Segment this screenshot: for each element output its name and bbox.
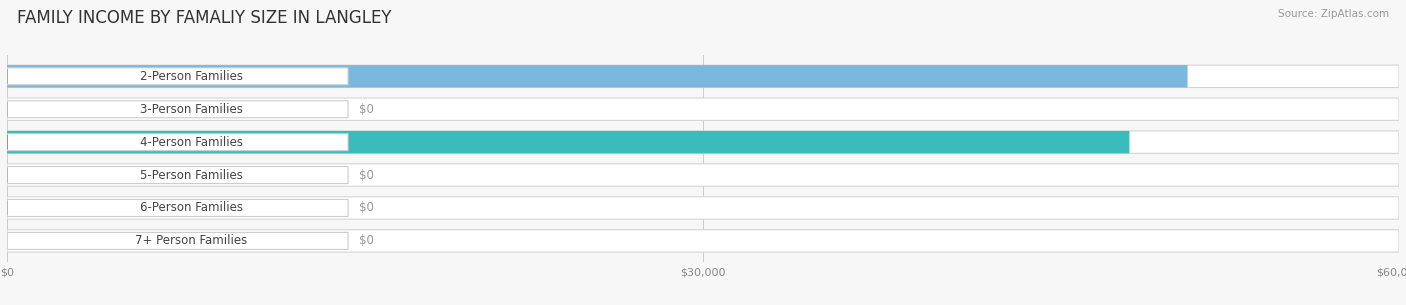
FancyBboxPatch shape <box>7 232 349 249</box>
Text: 2-Person Families: 2-Person Families <box>139 70 243 83</box>
FancyBboxPatch shape <box>7 167 349 184</box>
FancyBboxPatch shape <box>7 164 1399 186</box>
Text: 3-Person Families: 3-Person Families <box>139 103 243 116</box>
Text: 7+ Person Families: 7+ Person Families <box>135 235 247 247</box>
FancyBboxPatch shape <box>7 131 1399 153</box>
FancyBboxPatch shape <box>7 134 349 151</box>
FancyBboxPatch shape <box>7 68 349 85</box>
Text: Source: ZipAtlas.com: Source: ZipAtlas.com <box>1278 9 1389 19</box>
FancyBboxPatch shape <box>7 65 1188 88</box>
Text: $48,381: $48,381 <box>1133 136 1187 149</box>
FancyBboxPatch shape <box>7 199 349 217</box>
FancyBboxPatch shape <box>7 98 1399 120</box>
Text: 6-Person Families: 6-Person Families <box>139 202 243 214</box>
Text: $0: $0 <box>359 103 374 116</box>
FancyBboxPatch shape <box>7 65 1399 88</box>
Text: 4-Person Families: 4-Person Families <box>139 136 243 149</box>
FancyBboxPatch shape <box>7 197 1399 219</box>
Text: $0: $0 <box>359 169 374 181</box>
FancyBboxPatch shape <box>7 101 349 118</box>
FancyBboxPatch shape <box>7 131 1129 153</box>
Text: $0: $0 <box>359 202 374 214</box>
FancyBboxPatch shape <box>7 230 1399 252</box>
Text: FAMILY INCOME BY FAMALIY SIZE IN LANGLEY: FAMILY INCOME BY FAMALIY SIZE IN LANGLEY <box>17 9 391 27</box>
Text: $50,887: $50,887 <box>1192 70 1246 83</box>
Text: 5-Person Families: 5-Person Families <box>139 169 243 181</box>
Text: $0: $0 <box>359 235 374 247</box>
